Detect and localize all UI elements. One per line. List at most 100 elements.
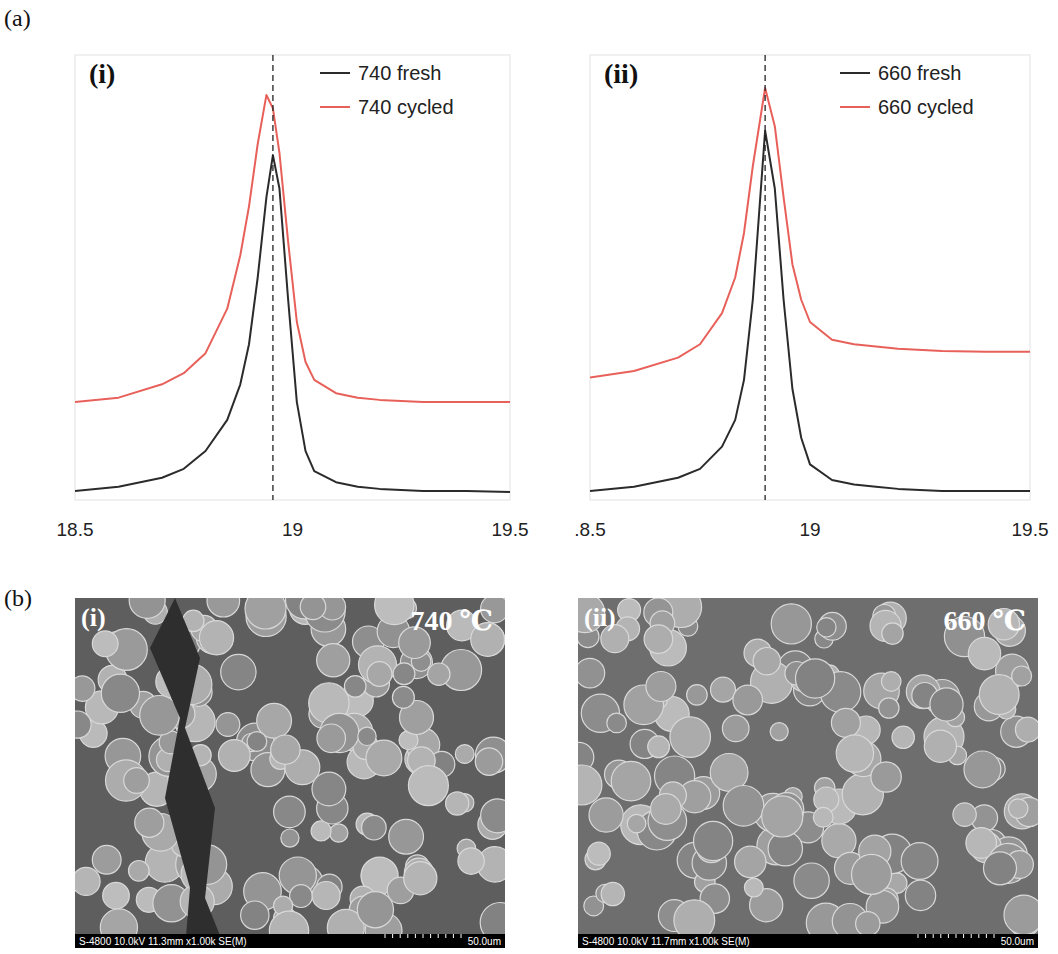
sem-particle <box>199 621 233 655</box>
sem-particle <box>92 845 121 874</box>
sem-particle <box>924 730 956 762</box>
legend-label: 740 cycled <box>358 96 454 118</box>
sem-particle <box>317 724 346 753</box>
reference-line <box>764 55 765 500</box>
sem-particle <box>221 654 256 689</box>
sem-particle <box>129 861 150 882</box>
sem-temperature: 660 ℃ <box>943 605 1026 636</box>
plot-frame <box>75 55 510 500</box>
plot-frame <box>590 55 1030 500</box>
sem-particle <box>358 727 376 745</box>
sem-particle <box>218 740 250 772</box>
sem-info: S-4800 10.0kV 11.3mm x1.00k SE(M) <box>79 936 247 947</box>
sem-particle <box>458 848 484 874</box>
plot-area <box>590 55 1030 500</box>
series-line <box>590 88 1030 378</box>
sem-particle <box>578 658 605 688</box>
sem-particle <box>344 676 366 698</box>
sem-particle <box>771 604 811 644</box>
scale-tick <box>994 934 995 938</box>
sem-particle <box>103 882 130 909</box>
scale-tick <box>978 934 979 938</box>
scale-tick <box>971 934 972 938</box>
scale-tick <box>986 934 987 938</box>
sem-particle <box>735 846 766 877</box>
series-line <box>590 131 1030 491</box>
sem-particle <box>1008 799 1028 819</box>
legend-label: 660 cycled <box>878 96 974 118</box>
tick-label: .8.5 <box>574 519 606 540</box>
tick-label: 18.5 <box>57 519 94 540</box>
legend-swatch <box>840 72 870 74</box>
scale-tick <box>956 934 957 938</box>
sem-particle <box>984 852 1017 885</box>
scale-tick <box>933 934 934 938</box>
series-line <box>75 95 510 402</box>
sem-particle <box>871 762 901 792</box>
sem-particle <box>905 880 935 910</box>
sem-particle <box>646 672 676 702</box>
chart-panel: 18.51919.5(i)740 fresh740 cycled <box>57 55 529 540</box>
sem-particle <box>794 863 829 898</box>
scale-tick <box>438 934 439 938</box>
sem-particle <box>274 796 306 828</box>
sem-texture <box>578 598 1038 942</box>
legend: 660 fresh660 cycled <box>840 62 974 118</box>
sem-particle <box>753 648 780 675</box>
sem-info-bar <box>75 934 505 948</box>
scale-tick <box>963 934 964 938</box>
sem-particle <box>901 843 938 880</box>
sem-particle <box>687 685 708 706</box>
sem-particle <box>281 829 299 847</box>
sem-particle <box>101 674 139 712</box>
sem-image: S-4800 10.0kV 11.7mm x1.00k SE(M)50.0um(… <box>562 586 1044 948</box>
scale-tick <box>415 934 416 938</box>
sem-particle <box>651 794 682 825</box>
legend-swatch <box>840 106 870 108</box>
tick-label: 19 <box>799 519 820 540</box>
sem-background <box>75 598 505 948</box>
sem-particle <box>968 637 1000 669</box>
sem-particle <box>300 598 326 620</box>
scale-tick <box>918 934 919 938</box>
reference-line <box>272 55 273 500</box>
sem-particle <box>271 735 300 764</box>
plot-area <box>75 55 510 500</box>
sem-particle <box>375 598 414 625</box>
sem-particle <box>357 892 393 928</box>
sem-texture <box>75 598 505 948</box>
sem-particle <box>1015 717 1038 742</box>
sem-particle <box>644 625 673 654</box>
sem-particle <box>1012 666 1032 686</box>
sem-particle <box>648 736 670 758</box>
scale-tick <box>423 934 424 938</box>
scale-tick <box>407 934 408 938</box>
chart-panel: .8.51919.5(ii)660 fresh660 cycled <box>574 55 1048 540</box>
sem-particle <box>953 803 976 826</box>
sem-particle <box>428 663 450 685</box>
sem-particle <box>317 644 350 677</box>
sem-particle <box>366 740 402 776</box>
legend-label: 740 fresh <box>358 62 441 84</box>
sem-image: S-4800 10.0kV 11.3mm x1.00k SE(M)50.0um(… <box>64 581 520 951</box>
sem-particle <box>393 663 415 685</box>
sem-particle <box>135 808 164 837</box>
sem-particle <box>770 723 788 741</box>
panel-letter: (b) <box>4 585 32 611</box>
sem-particle <box>964 751 1001 788</box>
sem-particle <box>852 854 892 894</box>
sem-particle <box>627 814 646 833</box>
sem-temperature: 740 ℃ <box>410 605 493 636</box>
sem-particle <box>589 798 623 832</box>
sem-particle <box>446 792 469 815</box>
legend-swatch <box>320 106 350 108</box>
sem-particle <box>733 685 763 715</box>
sem-particle <box>881 672 901 692</box>
sem-particle <box>796 659 835 698</box>
legend-swatch <box>320 72 350 74</box>
sem-particle <box>75 711 91 738</box>
sem-particle <box>216 713 240 737</box>
sem-particle <box>241 901 269 929</box>
sem-scale: 50.0um <box>468 936 501 947</box>
chart-title: (ii) <box>604 58 638 89</box>
